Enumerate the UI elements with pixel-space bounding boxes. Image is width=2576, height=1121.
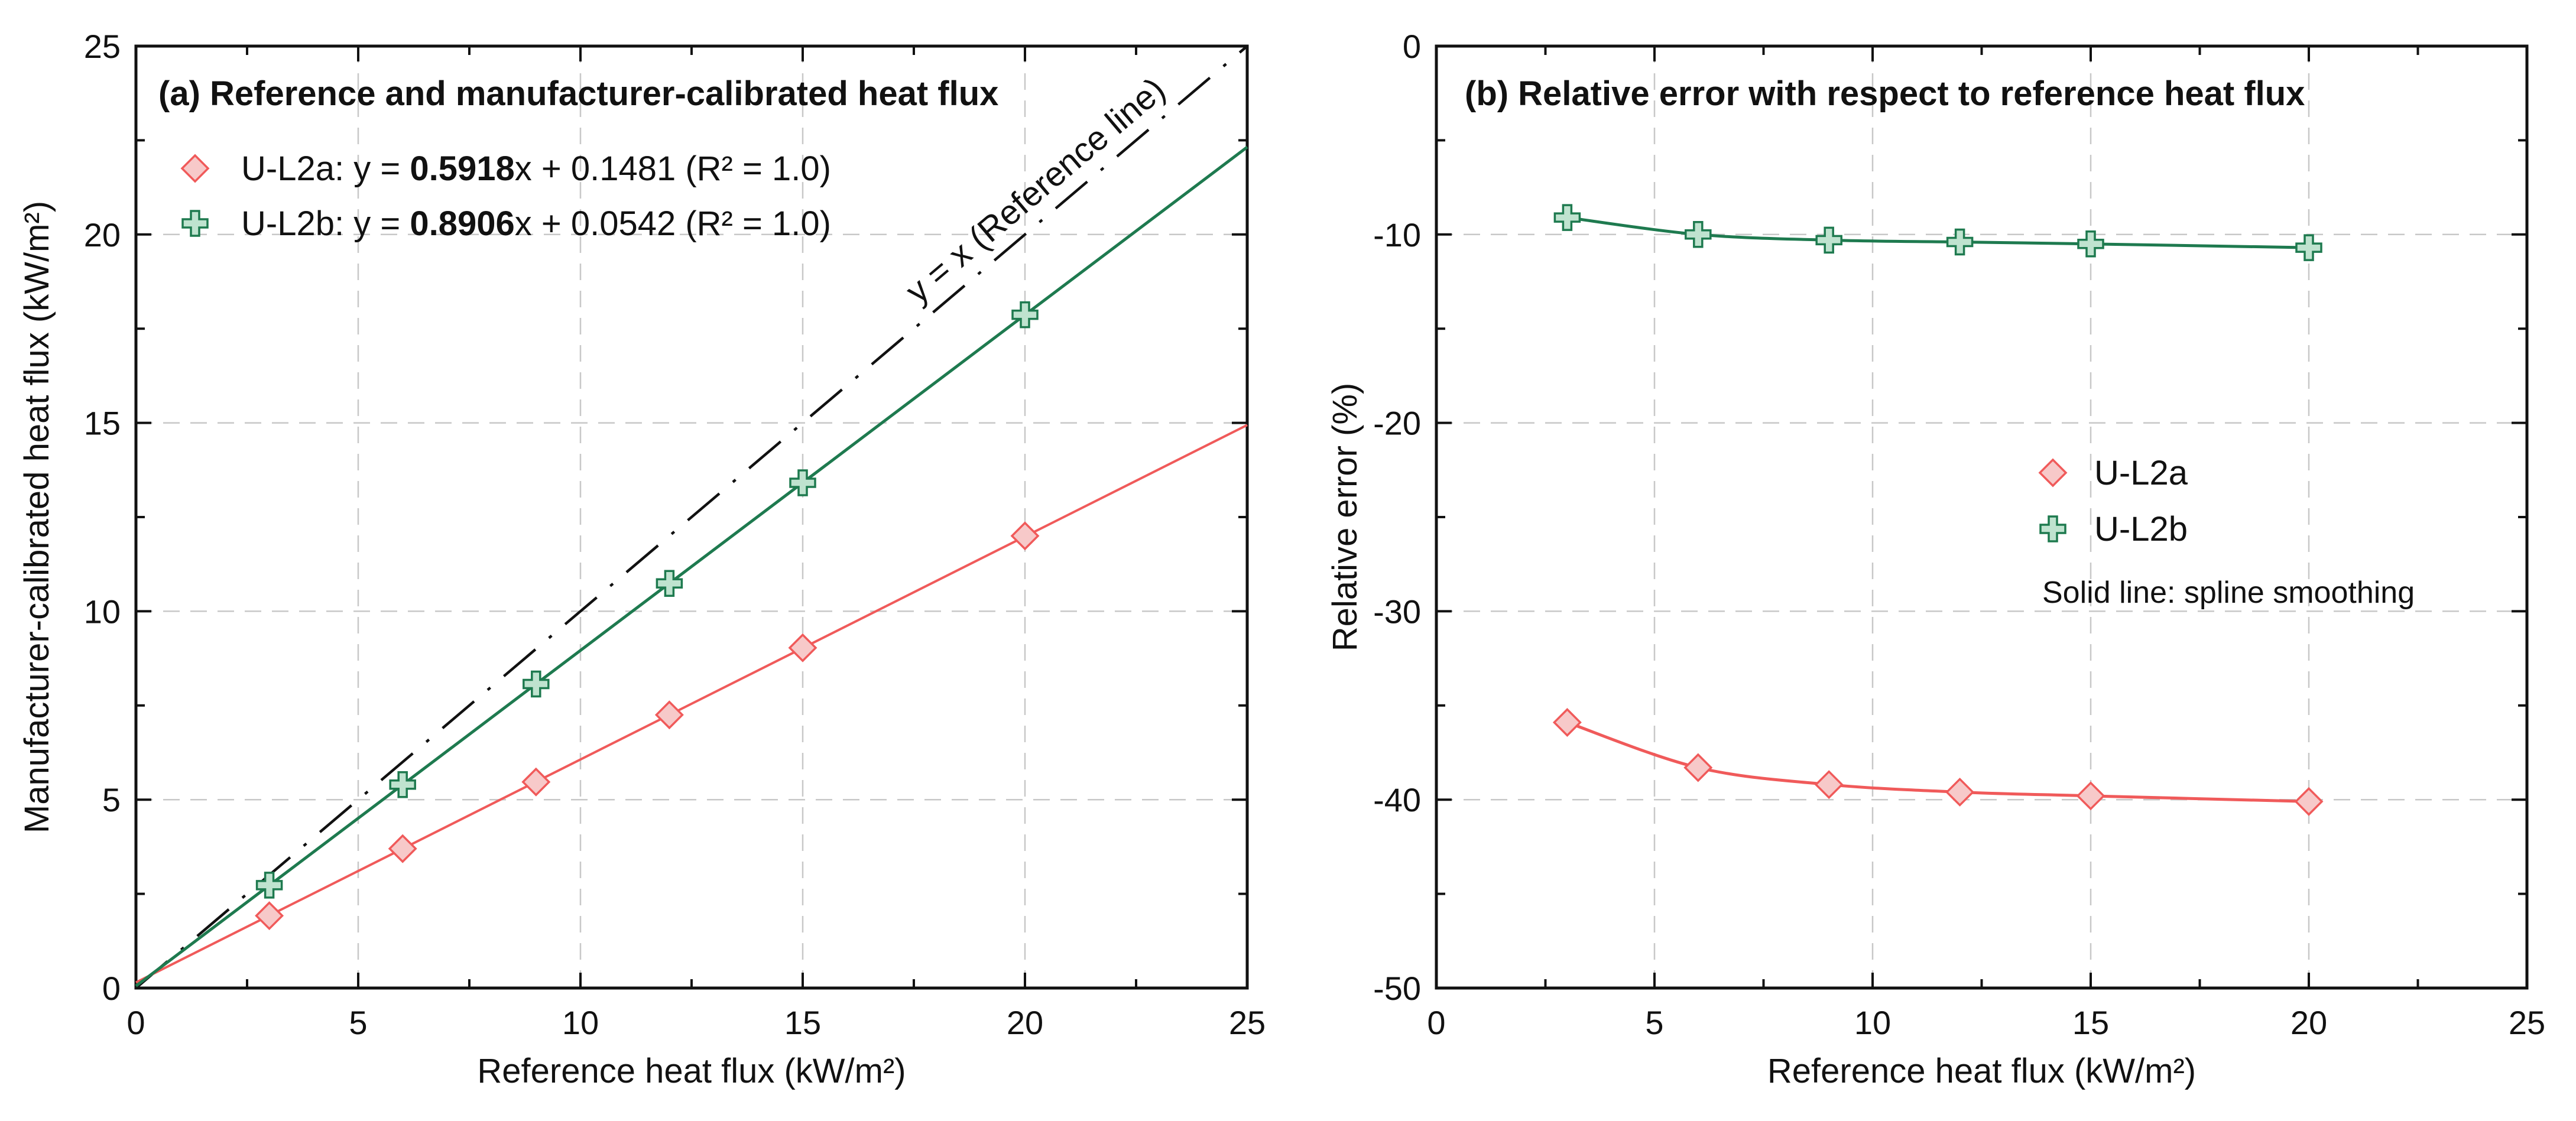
- legend-entry-u-l2b: U-L2b: y = 0.8906x + 0.0542 (R² = 1.0): [241, 204, 831, 243]
- data-point-u-l2b: [1946, 228, 1974, 256]
- data-point-u-l2a: [2294, 787, 2324, 816]
- data-point-u-l2b: [2077, 230, 2104, 258]
- data-point-u-l2b: [1553, 204, 1581, 231]
- x-axis-label: Reference heat flux (kW/m²): [1767, 1052, 2196, 1090]
- panel-b: 0 5 10 15 20 25 0 -10 -20 -30 -40 -50 Reference heat…: [1326, 28, 2545, 1090]
- y-axis-label: Manufacturer-calibrated heat flux (kW/m²…: [18, 201, 56, 833]
- legend-marker-u-l2b: [2039, 515, 2066, 542]
- y-tick-label: 20: [84, 216, 121, 254]
- x-tick-label: 0: [126, 1004, 145, 1041]
- y-tick-label: -10: [1373, 216, 1421, 254]
- data-point-u-l2a: [1814, 770, 1844, 800]
- legend-label-u-l2b: U-L2b: [2094, 510, 2188, 548]
- x-tick-label: 15: [2072, 1004, 2109, 1041]
- x-tick-label: 25: [1229, 1004, 1266, 1041]
- spline-u-l2b: [1567, 216, 2309, 249]
- y-tick-label: 0: [1403, 28, 1421, 65]
- data-point-u-l2a: [255, 901, 284, 931]
- data-point-u-l2b: [523, 670, 550, 698]
- y-tick-label: 0: [102, 970, 121, 1007]
- y-tick-label: 5: [102, 781, 121, 818]
- x-tick-label: 10: [1854, 1004, 1891, 1041]
- data-point-u-l2b: [1815, 226, 1842, 254]
- data-point-u-l2b: [1011, 301, 1039, 329]
- data-point-u-l2a: [521, 767, 551, 797]
- chart-title: (b) Relative error with respect to refer…: [1465, 74, 2305, 113]
- data-point-u-l2b: [1685, 221, 1712, 248]
- fit-line-u-l2a: [135, 424, 1248, 984]
- y-tick-label: -20: [1373, 405, 1421, 442]
- x-tick-label: 10: [562, 1004, 599, 1041]
- x-tick-label: 20: [1007, 1004, 1043, 1041]
- data-point-u-l2a: [2076, 781, 2105, 811]
- x-tick-label: 25: [2509, 1004, 2545, 1041]
- legend-label-u-l2a: U-L2a: [2094, 454, 2188, 492]
- reference-line: [135, 45, 1248, 989]
- data-point-u-l2a: [788, 633, 817, 662]
- spline-u-l2a: [1566, 721, 2309, 803]
- legend-marker-u-l2a: [180, 154, 210, 183]
- data-point-u-l2a: [654, 700, 684, 730]
- fit-line-u-l2b: [135, 145, 1248, 987]
- y-tick-label: -30: [1373, 593, 1421, 630]
- x-tick-label: 0: [1427, 1004, 1445, 1041]
- x-tick-label: 15: [784, 1004, 821, 1041]
- data-point-u-l2b: [656, 570, 683, 597]
- legend-entry-u-l2a: U-L2a: y = 0.5918x + 0.1481 (R² = 1.0): [241, 150, 831, 188]
- y-tick-label: 25: [84, 28, 121, 65]
- data-point-u-l2a: [1945, 777, 1975, 807]
- data-point-u-l2b: [2295, 234, 2322, 261]
- legend-marker-u-l2a: [2038, 458, 2068, 488]
- data-point-u-l2a: [1683, 753, 1713, 782]
- chart-title: (a) Reference and manufacturer-calibrate…: [158, 74, 998, 113]
- x-tick-label: 20: [2291, 1004, 2327, 1041]
- data-point-u-l2b: [255, 872, 283, 899]
- x-tick-label: 5: [1645, 1004, 1663, 1041]
- plot-frame: [1435, 44, 2529, 990]
- data-point-u-l2b: [389, 771, 416, 798]
- data-point-u-l2a: [1010, 521, 1040, 551]
- data-point-u-l2a: [388, 834, 417, 863]
- legend-marker-u-l2b: [181, 210, 209, 237]
- y-tick-label: -40: [1373, 781, 1421, 818]
- y-axis-label: Relative error (%): [1326, 383, 1364, 651]
- spline-note: Solid line: spline smoothing: [2042, 576, 2415, 610]
- panel-a: 0 5 10 15 20 25 0 5 10 15 20 25 Reference heat flux …: [18, 28, 1266, 1090]
- x-tick-label: 5: [349, 1004, 367, 1041]
- x-axis-label: Reference heat flux (kW/m²): [477, 1052, 906, 1090]
- data-point-u-l2b: [789, 469, 816, 496]
- y-tick-label: 10: [84, 593, 121, 630]
- data-point-u-l2a: [1552, 708, 1582, 737]
- y-tick-label: -50: [1373, 970, 1421, 1007]
- y-tick-label: 15: [84, 405, 121, 442]
